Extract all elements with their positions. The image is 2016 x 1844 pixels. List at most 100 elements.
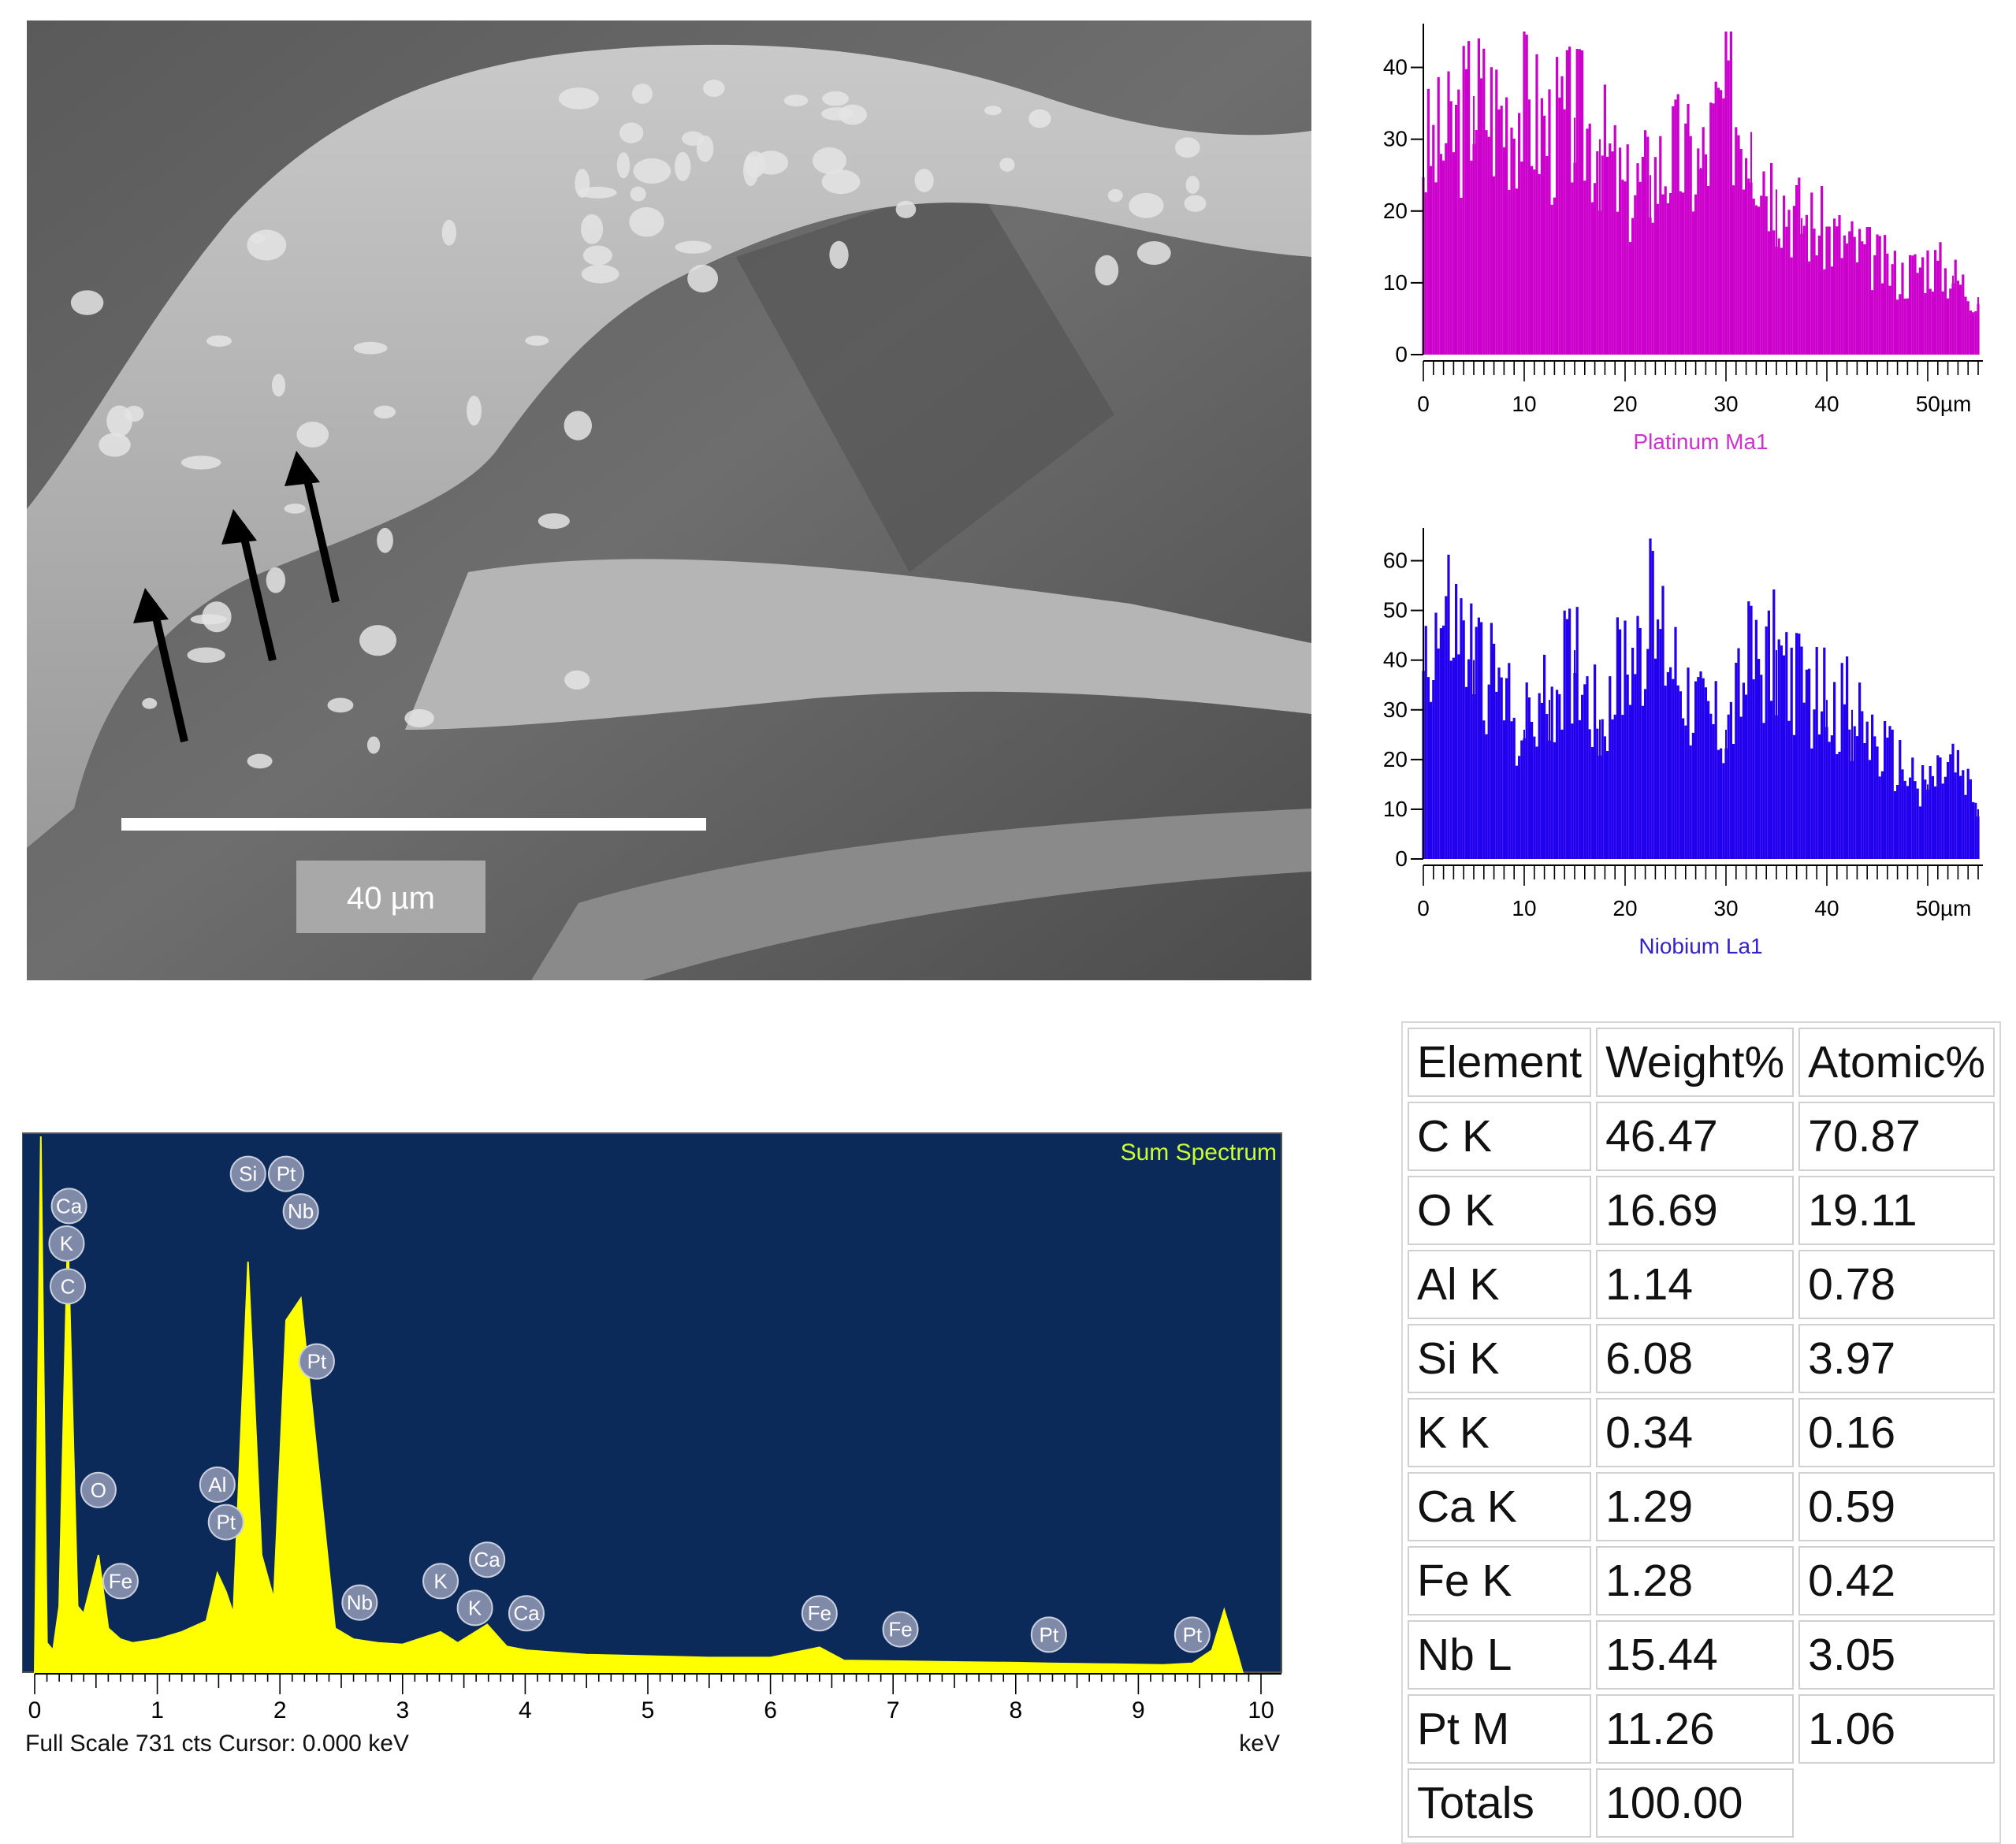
sem-particle: [202, 601, 232, 633]
profile-data-bar: [1725, 730, 1727, 859]
element-cell: Nb L: [1408, 1620, 1592, 1690]
sem-particle: [616, 152, 630, 179]
spectrum-x-tick-label: 1: [151, 1697, 164, 1723]
profile-data-bar: [1599, 719, 1601, 859]
sem-particle: [296, 422, 329, 448]
sem-particle: [353, 341, 388, 355]
element-cell: Fe K: [1408, 1546, 1592, 1615]
profile-data-bar: [1776, 650, 1777, 859]
profile-data-bar: [1851, 247, 1853, 355]
sem-particle: [578, 186, 617, 199]
table-row: Pt M 11.26 1.06: [1408, 1694, 1996, 1764]
arrow-3: [285, 451, 340, 604]
sem-particle: [743, 154, 759, 187]
platinum-line-profile: 0 10 20 30 40 0 10 20 30 40 50µm Platinum Ma1: [1383, 24, 1983, 454]
profile-y-tick-label: 10: [1383, 797, 1408, 821]
profile-data-bar: [1650, 620, 1651, 859]
spectrum-x-tick-label: 9: [1132, 1697, 1145, 1723]
profile-data-bar: [1473, 660, 1475, 859]
sem-particle: [247, 753, 273, 769]
scale-bar-label-box: [296, 861, 485, 933]
profile-data-bar: [1801, 694, 1802, 859]
sem-particle: [675, 240, 712, 254]
sem-particle: [525, 335, 549, 346]
profile-data-bar: [1700, 709, 1702, 859]
profile-data-bar: [1826, 232, 1828, 355]
sem-fiber-middle: [405, 559, 1311, 730]
peak-label-text: Pt: [277, 1162, 296, 1186]
weight-percent-cell: 16.69: [1596, 1176, 1795, 1245]
sem-particle: [1184, 195, 1207, 212]
sem-particle: [441, 219, 456, 246]
peak-label: Pt: [1174, 1616, 1211, 1653]
sem-particle: [984, 106, 1002, 116]
sem-particle: [581, 214, 604, 244]
spectrum-x-tick-label: 8: [1009, 1697, 1022, 1723]
profile-data-bar: [1977, 809, 1979, 859]
sem-particle: [1095, 255, 1119, 286]
sem-shadow-region: [736, 178, 1114, 572]
sem-particle: [1136, 241, 1171, 266]
atomic-percent-cell: 3.05: [1798, 1620, 1996, 1690]
sem-particle: [366, 736, 381, 754]
sem-micrograph: 40 µm: [27, 20, 1311, 980]
peak-label-marker: [456, 1589, 493, 1627]
quantification-table: Element Weight% Atomic% C K 46.47 70.87 O K…: [1401, 1021, 2002, 1844]
profile-data-bar: [1700, 168, 1702, 355]
table-row: O K 16.69 19.11: [1408, 1176, 1996, 1245]
atomic-percent-cell: 1.06: [1798, 1694, 1996, 1764]
peak-label-text: Ca: [474, 1548, 501, 1571]
profile-y-tick-label: 20: [1383, 747, 1408, 771]
sem-particle: [629, 206, 664, 237]
profile-x-tick-label: 20: [1612, 392, 1637, 416]
profile-data-bar: [1902, 769, 1903, 859]
profile-data-bar: [1574, 117, 1575, 355]
profile-x-tick-label: 20: [1612, 896, 1637, 920]
peak-label-text: Ca: [56, 1194, 83, 1218]
profile-data-bar: [1549, 132, 1550, 355]
profile-data-bar: [1650, 175, 1651, 355]
peak-label-text: O: [91, 1478, 106, 1502]
peak-label-text: Pt: [216, 1511, 236, 1534]
atomic-percent-cell: 0.59: [1798, 1472, 1996, 1541]
profile-data-bar: [1750, 132, 1752, 355]
table-row: Al K 1.14 0.78: [1408, 1250, 1996, 1319]
atomic-percent-cell: 3.97: [1798, 1324, 1996, 1393]
sem-particle: [106, 405, 133, 437]
peak-label-text: K: [60, 1232, 74, 1255]
weight-percent-cell: 15.44: [1596, 1620, 1795, 1690]
peak-label: Ca: [508, 1595, 545, 1632]
sem-particle: [374, 405, 396, 419]
element-cell: C K: [1408, 1102, 1592, 1171]
spectrum-x-tick-label: 10: [1248, 1697, 1274, 1723]
peak-label: O: [80, 1471, 117, 1508]
profile-y-tick-label: 40: [1383, 55, 1408, 80]
element-cell: Al K: [1408, 1250, 1592, 1319]
profile-y-tick-label: 40: [1383, 648, 1408, 672]
peak-label-text: Nb: [347, 1591, 373, 1615]
column-header: Element: [1408, 1028, 1592, 1097]
profile-data-bar: [1523, 103, 1525, 355]
spectrum-title: Sum Spectrum: [1121, 1139, 1277, 1166]
table-row: Totals 100.00: [1408, 1768, 1995, 1838]
sem-particle: [829, 240, 849, 270]
profile-y-tick-label: 50: [1383, 598, 1408, 623]
profile-data-bar: [1952, 764, 1954, 859]
sem-particle: [914, 169, 934, 192]
arrow-1: [133, 588, 188, 743]
weight-percent-cell: 100.00: [1596, 1768, 1795, 1838]
peak-label-marker: [1174, 1616, 1211, 1653]
peak-label-marker: [508, 1595, 545, 1632]
profile-x-tick-label: 10: [1512, 392, 1536, 416]
table-row: C K 46.47 70.87: [1408, 1102, 1996, 1171]
peak-label: Fe: [882, 1611, 919, 1648]
peak-label-text: Fe: [109, 1569, 132, 1593]
table-row: Si K 6.08 3.97: [1408, 1324, 1996, 1393]
profile-x-tick-label: 30: [1713, 896, 1738, 920]
peak-label: Al: [199, 1467, 236, 1503]
element-cell: Pt M: [1408, 1694, 1592, 1764]
profile-data-bar: [1977, 297, 1979, 355]
peak-label-marker: [298, 1343, 335, 1380]
